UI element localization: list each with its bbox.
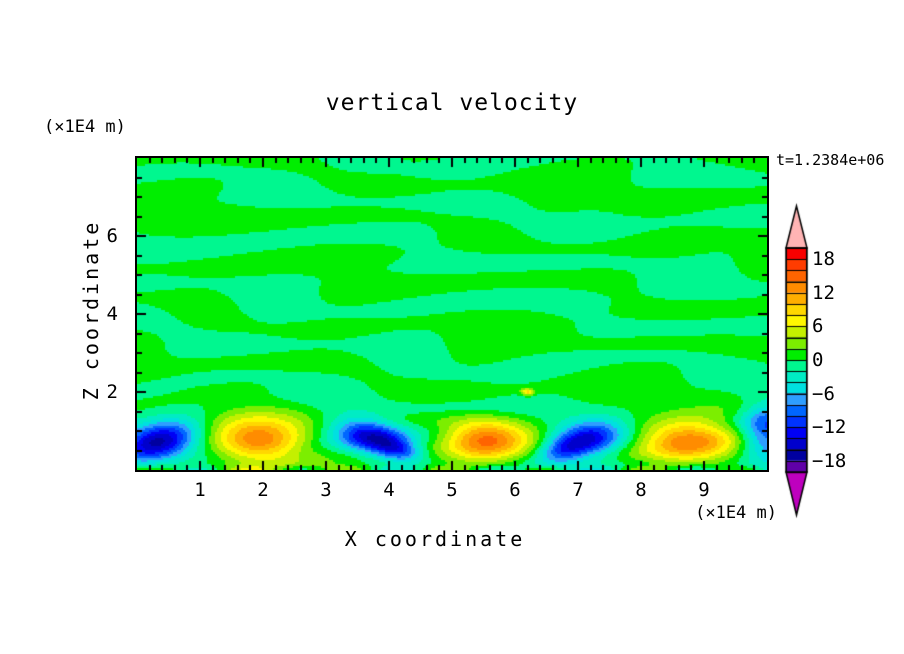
x-tick-label: 3 [320, 479, 332, 501]
y-axis-unit-label: (×1E4 m) [44, 117, 126, 137]
x-tick-label: 6 [509, 479, 521, 501]
y-tick-label: 2 [106, 381, 118, 403]
colorbar-label: 12 [812, 281, 835, 304]
page-title: vertical velocity [325, 90, 579, 116]
colorbar [782, 202, 822, 527]
x-axis-unit-label: (×1E4 m) [695, 503, 777, 523]
x-axis-title: X coordinate [344, 527, 526, 551]
colorbar-label: 18 [812, 248, 835, 271]
colorbar-label: −12 [812, 416, 847, 439]
y-tick-label: 4 [106, 303, 118, 325]
plot-frame [135, 156, 769, 472]
contour-field-canvas [137, 158, 767, 470]
y-tick-label: 6 [106, 225, 118, 247]
x-tick-label: 8 [635, 479, 647, 501]
x-tick-label: 9 [698, 479, 710, 501]
colorbar-label: −18 [812, 449, 847, 472]
x-tick-label: 4 [383, 479, 395, 501]
colorbar-label: 6 [812, 315, 824, 338]
x-tick-label: 7 [572, 479, 584, 501]
x-tick-label: 5 [446, 479, 458, 501]
x-tick-label: 1 [194, 479, 206, 501]
time-annotation: t=1.2384e+06 [776, 151, 885, 169]
x-tick-label: 2 [257, 479, 269, 501]
colorbar-label: 0 [812, 349, 824, 371]
colorbar-label: −6 [812, 382, 835, 405]
